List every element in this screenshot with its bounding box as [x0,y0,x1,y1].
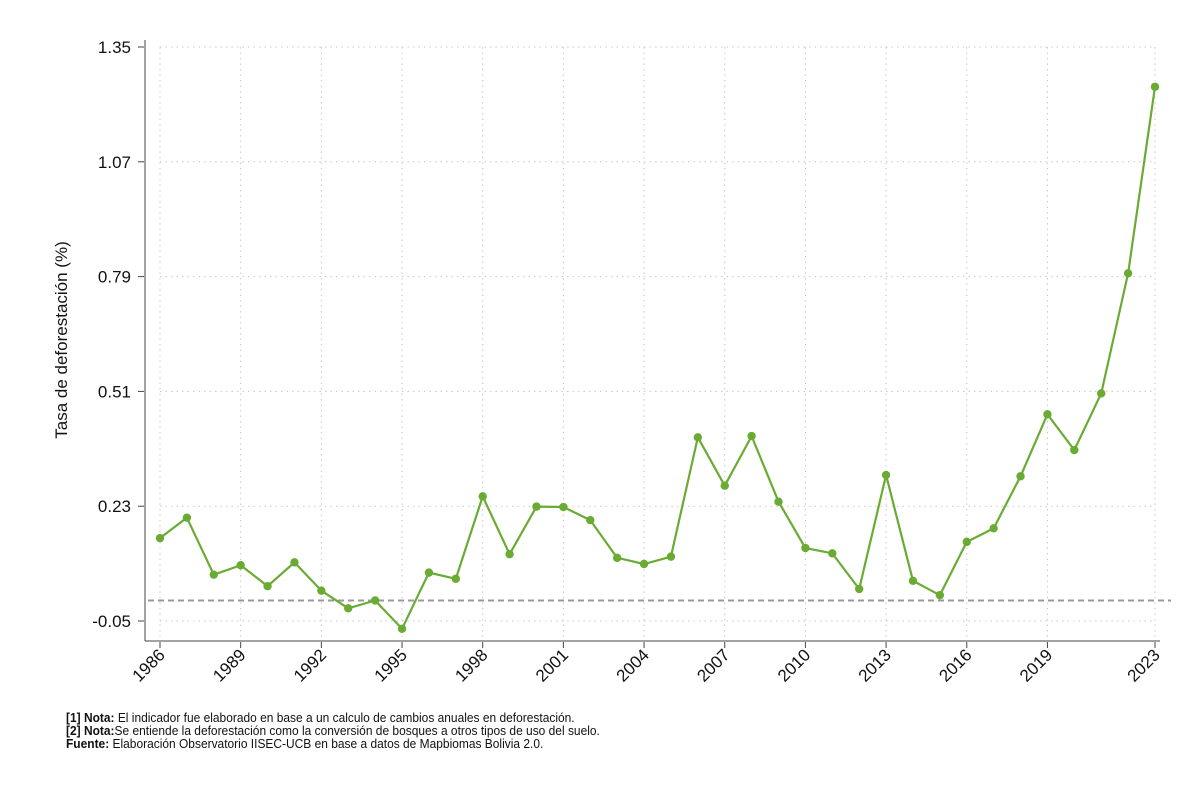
data-point [397,624,407,633]
data-point [1150,82,1160,91]
y-tick-label: 1.07 [98,153,131,172]
data-points [155,82,1160,633]
x-tick-label: 1986 [129,645,169,685]
series-line [159,86,1157,630]
data-point [1016,472,1025,481]
data-point [155,533,165,543]
x-tick-label: 2023 [1124,645,1164,685]
data-point [1070,445,1079,455]
data-point [263,581,272,591]
data-point [586,515,595,525]
data-point [881,470,891,480]
series-line-path [159,86,1157,630]
data-point [989,524,998,533]
y-tick-label: -0.05 [92,612,131,631]
data-point [962,537,971,547]
data-point [344,604,353,613]
data-point [505,549,514,559]
x-tick-label: 2001 [532,645,572,685]
data-point [854,584,864,594]
note-1-text: El indicador fue elaborado en base a un … [114,710,575,725]
data-point [1043,410,1052,419]
data-point [720,481,729,490]
data-point [612,553,622,563]
data-point [559,502,568,512]
axes [138,40,1160,648]
data-point [908,576,918,586]
note-2-text: Se entiende la deforestación como la con… [114,723,600,738]
x-tick-label: 2010 [774,645,814,685]
y-tick-labels: -0.05 0.23 0.51 0.79 1.07 1.35 [92,38,131,631]
x-tick-label: 2004 [613,645,653,685]
note-2-label: [2] Nota: [66,723,115,738]
note-1-label: [1] Nota: [66,710,115,725]
data-point [424,568,434,577]
note-1: [1] Nota: El indicador fue elaborado en … [66,711,600,724]
data-point [747,431,756,441]
y-tick-label: 0.79 [98,268,131,287]
data-point [935,590,945,600]
y-tick-label: 1.35 [98,38,131,57]
data-point [639,559,649,569]
data-point [1097,389,1106,398]
data-point [774,497,783,506]
data-point [182,513,192,522]
data-point [693,433,703,442]
data-point [236,561,245,570]
data-point [317,586,326,595]
x-tick-label: 2013 [855,645,895,685]
data-point [801,543,810,553]
source-text: Elaboración Observatorio IISEC-UCB en ba… [109,736,544,751]
x-tick-labels: 1986 1989 1992 1995 1998 2001 2004 2007 2010 2013… [129,645,1164,685]
x-tick-label: 2016 [935,645,975,685]
data-point [370,596,380,605]
data-point [666,552,676,561]
x-tick-label: 1998 [451,645,491,685]
data-point [451,574,461,583]
note-2: [2] Nota:Se entiende la deforestación co… [66,724,600,737]
data-point [209,570,218,579]
source-note: Fuente: Elaboración Observatorio IISEC-U… [66,737,600,750]
line-chart: 1986 1989 1992 1995 1998 2001 2004 2007 2010 2013… [52,38,1171,686]
grid-lines [159,46,1156,640]
source-label: Fuente: [66,736,110,751]
y-tick-label: 0.51 [98,382,131,401]
x-tick-label: 1995 [371,645,411,685]
x-tick-label: 2007 [693,645,733,685]
data-point [828,549,837,558]
data-point [532,502,541,511]
x-tick-label: 1992 [290,645,330,685]
y-axis-label: Tasa de deforestación (%) [52,241,71,439]
y-tick-label: 0.23 [98,497,131,516]
x-tick-label: 1989 [209,645,249,685]
x-tick-label: 2019 [1016,645,1056,685]
data-point [478,492,487,501]
data-point [1123,269,1133,278]
data-point [290,558,299,567]
chart-notes: [1] Nota: El indicador fue elaborado en … [66,711,600,750]
